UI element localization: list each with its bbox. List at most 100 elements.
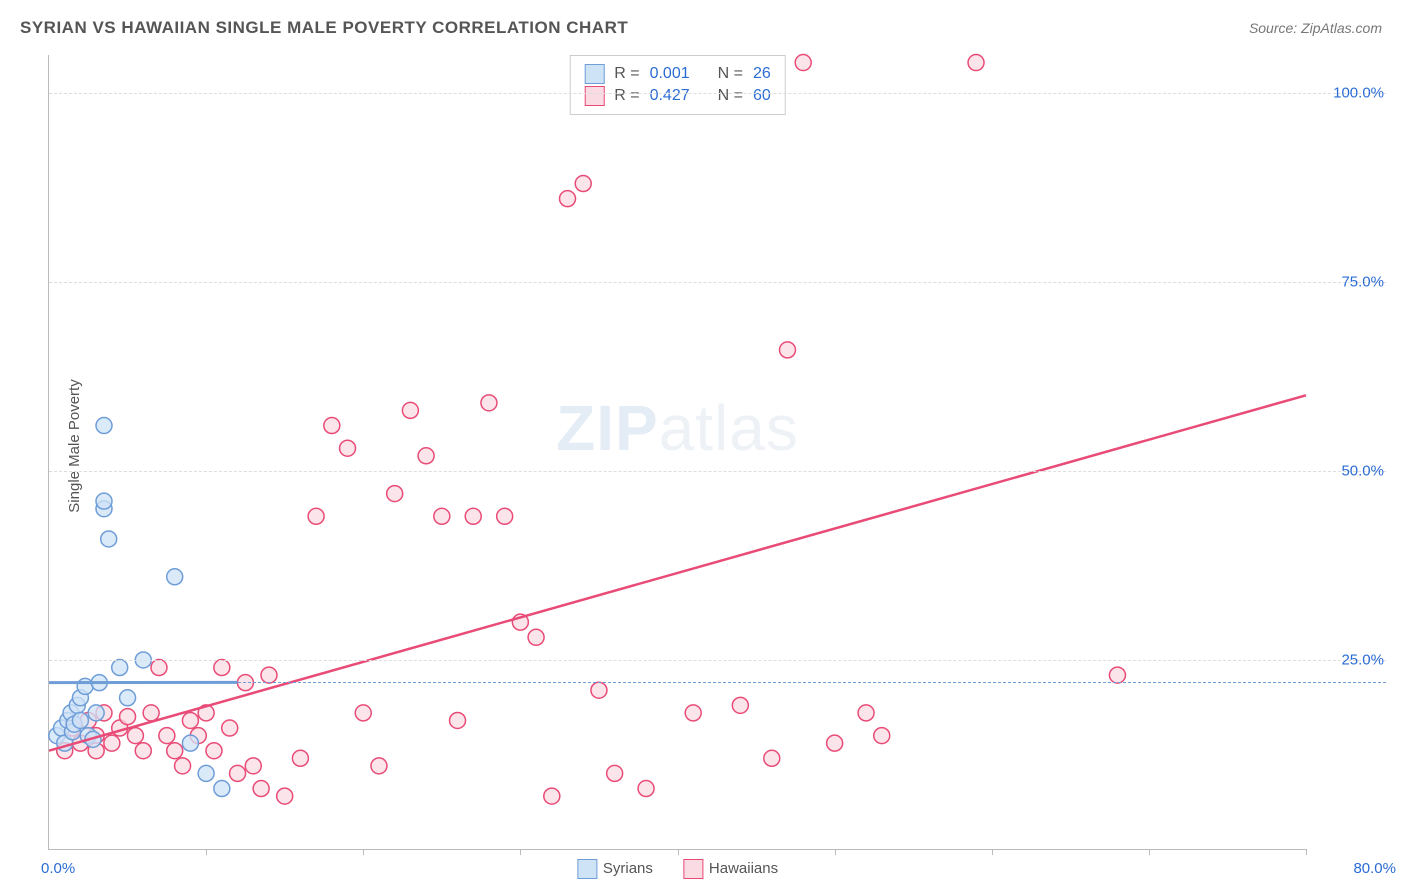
- data-point: [292, 750, 308, 766]
- data-point: [245, 758, 261, 774]
- data-point: [764, 750, 780, 766]
- gridline-h: [49, 282, 1386, 283]
- legend-r-value: 0.427: [650, 87, 690, 105]
- data-point: [143, 705, 159, 721]
- legend-label: Hawaiians: [709, 860, 778, 877]
- data-point: [434, 508, 450, 524]
- data-point: [607, 765, 623, 781]
- legend-n-value: 26: [753, 65, 771, 83]
- data-point: [324, 418, 340, 434]
- data-point: [206, 743, 222, 759]
- data-point: [222, 720, 238, 736]
- data-point: [827, 735, 843, 751]
- data-point: [120, 690, 136, 706]
- trend-line-dashed: [238, 682, 1386, 683]
- x-tick: [206, 849, 207, 855]
- data-point: [340, 440, 356, 456]
- data-point: [874, 728, 890, 744]
- y-tick-label: 50.0%: [1341, 462, 1384, 479]
- legend-n-value: 60: [753, 87, 771, 105]
- legend-r-value: 0.001: [650, 65, 690, 83]
- gridline-h: [49, 93, 1386, 94]
- legend-r-label: R =: [614, 65, 639, 83]
- data-point: [96, 493, 112, 509]
- data-point: [858, 705, 874, 721]
- x-axis-max-label: 80.0%: [1353, 860, 1396, 877]
- legend-n-label: N =: [718, 87, 743, 105]
- data-point: [732, 697, 748, 713]
- x-tick: [835, 849, 836, 855]
- data-point: [418, 448, 434, 464]
- data-point: [127, 728, 143, 744]
- data-point: [159, 728, 175, 744]
- data-point: [779, 342, 795, 358]
- x-tick: [992, 849, 993, 855]
- data-point: [575, 176, 591, 192]
- data-point: [685, 705, 701, 721]
- data-point: [481, 395, 497, 411]
- y-tick-label: 75.0%: [1341, 273, 1384, 290]
- data-point: [497, 508, 513, 524]
- scatter-svg: [49, 55, 1306, 849]
- data-point: [450, 712, 466, 728]
- data-point: [230, 765, 246, 781]
- legend-stat-row: R = 0.427 N = 60: [584, 86, 771, 106]
- legend-n-label: N =: [718, 65, 743, 83]
- data-point: [638, 781, 654, 797]
- legend-swatch: [584, 64, 604, 84]
- legend-item: Syrians: [577, 859, 653, 879]
- data-point: [214, 660, 230, 676]
- data-point: [112, 660, 128, 676]
- data-point: [968, 55, 984, 71]
- legend-r-label: R =: [614, 87, 639, 105]
- x-tick: [678, 849, 679, 855]
- data-point: [1109, 667, 1125, 683]
- data-point: [465, 508, 481, 524]
- legend-item: Hawaiians: [683, 859, 778, 879]
- legend-label: Syrians: [603, 860, 653, 877]
- data-point: [104, 735, 120, 751]
- data-point: [72, 712, 88, 728]
- legend-swatch: [683, 859, 703, 879]
- chart-title: SYRIAN VS HAWAIIAN SINGLE MALE POVERTY C…: [20, 18, 628, 38]
- data-point: [120, 709, 136, 725]
- x-axis-min-label: 0.0%: [41, 860, 75, 877]
- data-point: [175, 758, 191, 774]
- data-point: [214, 781, 230, 797]
- trend-line: [49, 395, 1306, 750]
- data-point: [371, 758, 387, 774]
- data-point: [387, 486, 403, 502]
- data-point: [591, 682, 607, 698]
- data-point: [528, 629, 544, 645]
- y-tick-label: 25.0%: [1341, 651, 1384, 668]
- x-tick: [520, 849, 521, 855]
- data-point: [402, 402, 418, 418]
- gridline-h: [49, 471, 1386, 472]
- data-point: [308, 508, 324, 524]
- x-tick: [363, 849, 364, 855]
- data-point: [151, 660, 167, 676]
- x-tick: [1306, 849, 1307, 855]
- data-point: [96, 418, 112, 434]
- data-point: [560, 191, 576, 207]
- data-point: [101, 531, 117, 547]
- data-point: [135, 743, 151, 759]
- gridline-h: [49, 660, 1386, 661]
- data-point: [88, 705, 104, 721]
- legend-swatch: [584, 86, 604, 106]
- legend-stats-box: R = 0.001 N = 26 R = 0.427 N = 60: [569, 55, 786, 115]
- legend-swatch: [577, 859, 597, 879]
- data-point: [355, 705, 371, 721]
- legend-stat-row: R = 0.001 N = 26: [584, 64, 771, 84]
- data-point: [198, 765, 214, 781]
- data-point: [261, 667, 277, 683]
- chart-plot-area: ZIPatlas R =0.001N =26R =0.427N =60 0.0%…: [48, 55, 1306, 850]
- data-point: [277, 788, 293, 804]
- data-point: [167, 743, 183, 759]
- data-point: [167, 569, 183, 585]
- legend-series: Syrians Hawaiians: [577, 859, 778, 879]
- data-point: [253, 781, 269, 797]
- data-point: [795, 55, 811, 71]
- data-point: [182, 735, 198, 751]
- data-point: [182, 712, 198, 728]
